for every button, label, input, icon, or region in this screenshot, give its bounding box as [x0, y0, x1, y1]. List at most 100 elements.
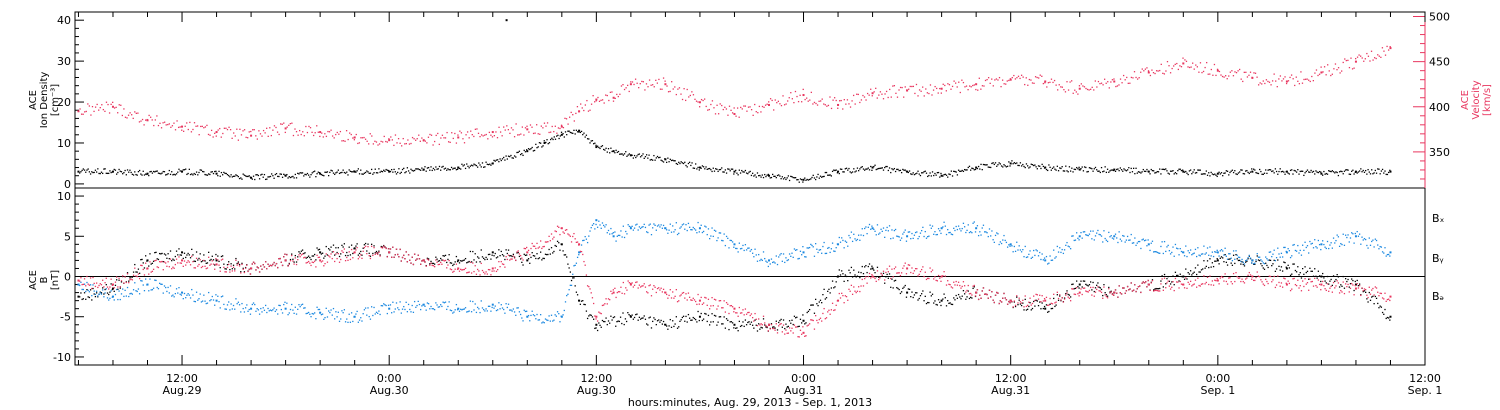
by-sample: [475, 311, 478, 314]
bz-sample: [862, 285, 865, 287]
ion-density-sample: [163, 171, 166, 173]
bz-sample: [138, 277, 141, 280]
bz-sample: [553, 236, 555, 238]
velocity-sample: [352, 137, 354, 139]
ion-density-sample: [83, 169, 86, 171]
velocity-sample: [865, 99, 867, 101]
bx-sample: [1159, 287, 1161, 290]
by-sample: [688, 226, 691, 228]
ion-density-sample: [255, 174, 257, 176]
velocity-sample: [1005, 83, 1007, 85]
velocity-sample: [807, 100, 809, 102]
ion-density-sample: [160, 173, 162, 175]
bz-sample: [400, 260, 402, 262]
by-sample: [902, 233, 904, 235]
by-sample: [968, 231, 971, 234]
bx-sample: [444, 254, 447, 257]
bz-sample: [576, 241, 579, 243]
by-sample: [1022, 248, 1024, 251]
by-sample: [644, 226, 647, 229]
bz-sample: [728, 312, 730, 315]
bx-sample: [1235, 253, 1237, 256]
ion-density-sample: [1022, 163, 1024, 166]
bz-sample: [907, 264, 910, 266]
bz-sample: [444, 259, 447, 262]
ion-density-sample: [401, 168, 404, 171]
bz-sample: [166, 265, 168, 267]
by-sample: [792, 256, 794, 259]
velocity-sample: [212, 136, 214, 138]
by-sample: [723, 233, 725, 235]
ion-density-sample: [862, 168, 865, 170]
bz-sample: [518, 253, 521, 255]
bx-sample: [591, 316, 594, 318]
bx-sample: [442, 255, 444, 257]
by-sample: [219, 307, 221, 309]
by-sample: [235, 298, 237, 300]
ion-density-sample: [126, 169, 129, 171]
bz-sample: [180, 262, 183, 264]
ion-density-sample: [875, 168, 877, 171]
velocity-point: [1009, 78, 1012, 81]
ion-density-sample: [632, 157, 634, 159]
velocity-sample: [79, 108, 81, 110]
velocity-sample: [725, 108, 728, 110]
by-sample: [1109, 236, 1111, 238]
ion-density-sample: [719, 168, 722, 171]
ion-density-sample: [575, 129, 578, 131]
ion-density-sample: [1338, 171, 1341, 173]
by-sample: [1108, 231, 1110, 234]
by-sample: [615, 240, 617, 242]
velocity-sample: [1099, 82, 1101, 85]
bx-sample: [512, 253, 515, 255]
by-sample: [173, 296, 175, 298]
ion-density-sample: [812, 174, 814, 177]
ion-density-point: [388, 170, 391, 173]
bx-sample: [709, 324, 711, 326]
bx-sample: [1018, 299, 1020, 301]
bz-sample: [722, 307, 724, 309]
velocity-sample: [862, 94, 864, 97]
ion-density-sample: [1226, 170, 1229, 172]
bx-sample: [972, 287, 974, 290]
by-sample: [1278, 253, 1280, 255]
bz-sample: [696, 303, 698, 306]
by-sample: [1386, 253, 1389, 256]
bx-sample: [130, 276, 132, 278]
ion-density-sample: [175, 173, 178, 175]
ion-density-sample: [1293, 169, 1295, 172]
velocity-sample: [339, 130, 342, 133]
ion-density-sample: [442, 165, 444, 168]
ion-density-sample: [104, 168, 106, 170]
bz-sample: [327, 255, 330, 257]
ion-density-sample: [1099, 171, 1101, 174]
by-sample: [464, 307, 467, 309]
velocity-sample: [536, 124, 538, 126]
ion-density-sample: [113, 168, 115, 171]
by-sample: [175, 288, 178, 290]
by-sample: [1120, 240, 1123, 242]
by-sample: [1182, 251, 1184, 253]
bx-sample: [1202, 268, 1204, 270]
by-sample: [244, 307, 247, 309]
bx-sample: [641, 317, 643, 319]
velocity-sample: [245, 136, 247, 139]
bx-sample: [1279, 269, 1281, 271]
bx-sample: [1194, 267, 1197, 269]
velocity-sample: [892, 85, 894, 87]
by-sample: [380, 304, 382, 307]
by-sample: [888, 225, 891, 227]
velocity-sample: [655, 79, 657, 82]
ion-density-sample: [102, 172, 104, 175]
bx-sample: [1300, 277, 1303, 279]
ion-density-point: [1182, 170, 1185, 173]
bz-sample: [204, 265, 206, 267]
bz-sample: [193, 267, 195, 269]
ion-density-sample: [968, 165, 971, 167]
bz-sample: [257, 267, 260, 269]
ion-density-sample: [658, 156, 660, 159]
bx-sample: [489, 253, 491, 256]
by-sample: [658, 224, 660, 226]
ion-density-sample: [743, 171, 745, 173]
by-sample: [1385, 255, 1387, 257]
